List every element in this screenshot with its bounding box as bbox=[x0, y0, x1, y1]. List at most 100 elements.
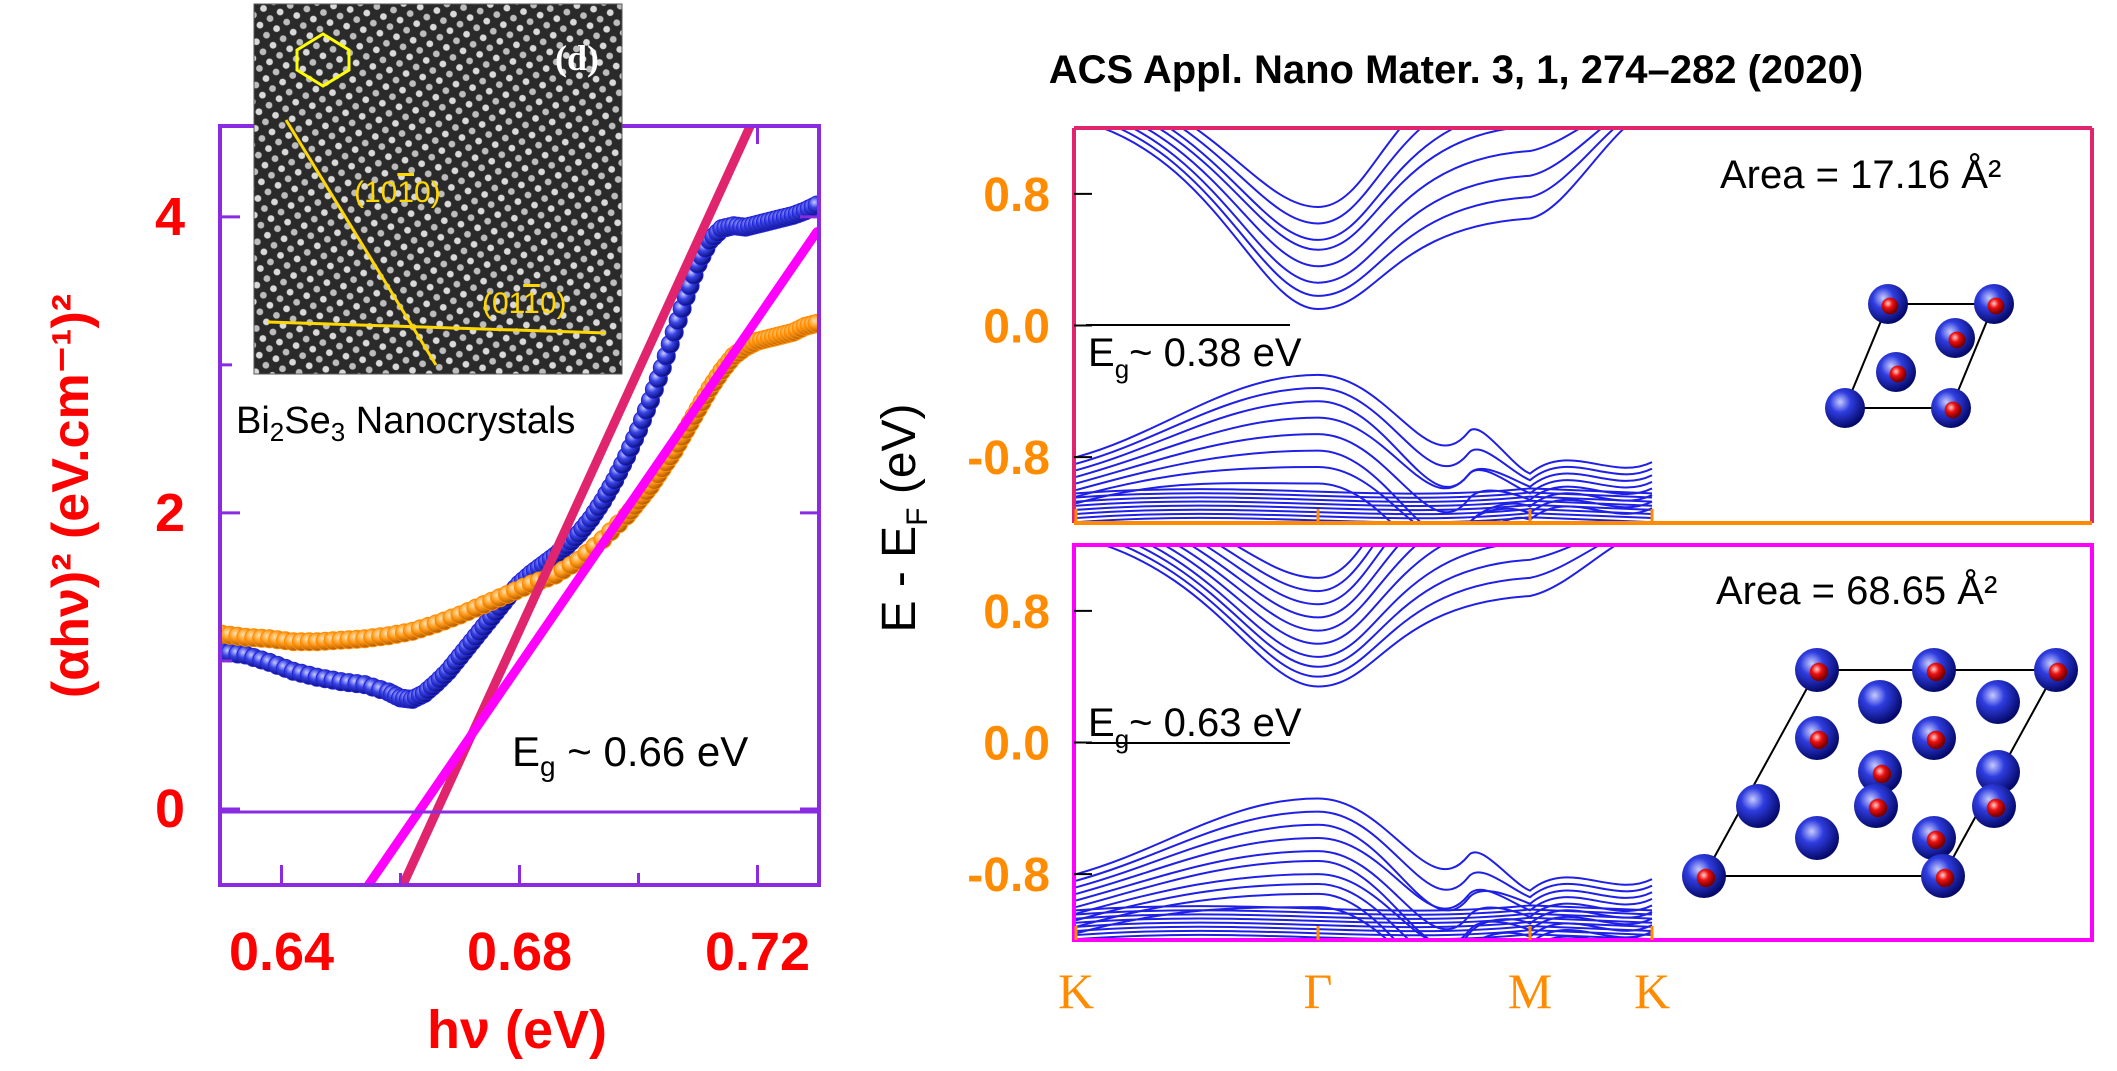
atom-core bbox=[1881, 297, 1899, 315]
lattice-plane-line-1 bbox=[284, 119, 438, 366]
atom-sphere bbox=[1825, 388, 1865, 428]
valence-band-line bbox=[1075, 466, 1653, 521]
gap-annotation-e: E bbox=[512, 728, 540, 775]
conduction-band-line bbox=[1116, 128, 1616, 297]
conduction-band-line bbox=[1161, 545, 1446, 645]
fit-line-2 bbox=[364, 227, 817, 883]
tem-image bbox=[254, 4, 622, 374]
atom-sphere bbox=[1976, 750, 2020, 794]
valence-band-line bbox=[1075, 400, 1653, 488]
atom-core bbox=[1987, 297, 2005, 315]
caption-bi: Bi bbox=[236, 400, 270, 442]
deep-band-line bbox=[1078, 516, 1648, 521]
top-unit-cell bbox=[1825, 284, 2014, 428]
atom-core bbox=[1868, 798, 1888, 818]
valence-band-line bbox=[1075, 873, 1653, 938]
band-y-label-group: E - EF (eV) bbox=[873, 403, 934, 632]
atom-core bbox=[1948, 331, 1966, 349]
atom-core bbox=[1926, 662, 1946, 682]
conduction-band-line bbox=[1188, 545, 1401, 619]
deep-band-line bbox=[1078, 933, 1648, 938]
conduction-band-line bbox=[1217, 545, 1375, 593]
k-point-label: K bbox=[1634, 963, 1670, 1019]
atom-core bbox=[1696, 868, 1716, 888]
valence-band-line bbox=[1075, 836, 1653, 912]
plane-label-1-start: (10 bbox=[354, 176, 397, 209]
data-point-series-1 bbox=[807, 195, 817, 215]
conduction-band-line bbox=[1180, 128, 1423, 225]
band-bottom-plot-area bbox=[1075, 545, 1653, 938]
plane-label-1-end: 0) bbox=[414, 176, 441, 209]
atom-core bbox=[1926, 830, 1946, 850]
atom-core bbox=[1809, 730, 1829, 750]
plane-label-2: (0110) bbox=[482, 287, 567, 320]
conduction-band-line bbox=[1143, 128, 1583, 268]
atom-core bbox=[1926, 730, 1946, 750]
absorption-axis-ticks: 0.64 0.68 0.72 0 2 4 bbox=[155, 128, 817, 982]
caption-sub-3: 3 bbox=[331, 417, 345, 447]
band-y-tick-label: 0.0 bbox=[983, 718, 1050, 771]
deep-band-line bbox=[1075, 499, 1653, 507]
bottom-gap-e: E bbox=[1088, 701, 1115, 745]
caption-se: Se bbox=[284, 400, 330, 442]
hexagon-icon bbox=[295, 32, 351, 88]
deep-band-line bbox=[1075, 912, 1653, 920]
deep-band-line bbox=[1075, 920, 1653, 929]
plane-label-2-bar: 1 bbox=[523, 287, 540, 320]
bottom-gap-value: ~ 0.63 eV bbox=[1129, 701, 1302, 745]
band-top-plot-area bbox=[1075, 128, 1653, 521]
band-y-axis-label-unit: (eV) bbox=[873, 403, 926, 507]
conduction-band-line bbox=[1156, 128, 1524, 251]
valence-band-line bbox=[1075, 797, 1653, 892]
y-tick-label: 0 bbox=[155, 779, 185, 839]
atom-core bbox=[1889, 365, 1907, 383]
lattice-plane-line-2 bbox=[267, 320, 607, 335]
conduction-band-line bbox=[1233, 545, 1365, 579]
x-tick-label: 0.72 bbox=[705, 922, 810, 982]
bottom-area-label: Area = 68.65 Å² bbox=[1716, 568, 1997, 613]
citation-text: ACS Appl. Nano Mater. 3, 1, 274–282 (202… bbox=[1049, 48, 1863, 92]
conduction-band-line bbox=[1130, 128, 1604, 284]
deep-band-line bbox=[1075, 925, 1653, 933]
atom-core bbox=[1872, 764, 1892, 784]
band-structure-chart: 0.8 0.0 -0.8 0.8 0.0 -0.8 E - EF (eV) K Γ M K Ar… bbox=[873, 126, 2094, 1019]
atom-core bbox=[1809, 662, 1829, 682]
atom-sphere bbox=[1976, 680, 2020, 724]
conduction-band-line bbox=[1099, 128, 1626, 311]
y-axis-label-group: (αhν)² (eV.cm⁻¹)² bbox=[42, 294, 100, 698]
x-axis-label: hν (eV) bbox=[427, 1000, 607, 1060]
atom-core bbox=[1935, 868, 1955, 888]
deep-band-line bbox=[1075, 512, 1653, 520]
gap-annotation-value: ~ 0.66 eV bbox=[556, 728, 749, 775]
conduction-band-line bbox=[1175, 545, 1418, 632]
bottom-unit-cell bbox=[1682, 648, 2078, 898]
bottom-gap-label: Eg~ 0.63 eV bbox=[1088, 701, 1302, 754]
top-gap-e: E bbox=[1088, 331, 1115, 375]
top-gap-value: ~ 0.38 eV bbox=[1129, 331, 1302, 375]
deep-band-line bbox=[1075, 908, 1653, 916]
k-point-label: M bbox=[1508, 963, 1552, 1019]
band-y-tick-label: -0.8 bbox=[967, 432, 1050, 485]
band-y-tick-label: 0.0 bbox=[983, 301, 1050, 354]
valence-band-line bbox=[1075, 892, 1653, 938]
valence-band-line bbox=[1075, 387, 1653, 482]
band-axis-ticks: 0.8 0.0 -0.8 0.8 0.0 -0.8 bbox=[967, 169, 1654, 940]
band-y-tick-label: -0.8 bbox=[967, 849, 1050, 902]
deep-band-line bbox=[1075, 503, 1653, 512]
conduction-band-line bbox=[1148, 545, 1508, 658]
band-y-axis-label: E - EF (eV) bbox=[873, 403, 934, 632]
conduction-band-line bbox=[1193, 128, 1402, 209]
atom-sphere bbox=[1736, 784, 1780, 828]
bottom-gap-sub: g bbox=[1115, 724, 1129, 754]
k-point-label: K bbox=[1058, 963, 1094, 1019]
band-y-tick-label: 0.8 bbox=[983, 169, 1050, 222]
x-tick-label: 0.64 bbox=[229, 922, 334, 982]
deep-band-line bbox=[1075, 916, 1653, 924]
top-gap-label: Eg~ 0.38 eV bbox=[1088, 331, 1302, 384]
atom-sphere bbox=[1858, 680, 1902, 724]
y-tick-label: 2 bbox=[155, 483, 185, 543]
inset-panel-label: (d) bbox=[555, 38, 599, 78]
plane-label-1-bar: 1 bbox=[397, 176, 414, 209]
